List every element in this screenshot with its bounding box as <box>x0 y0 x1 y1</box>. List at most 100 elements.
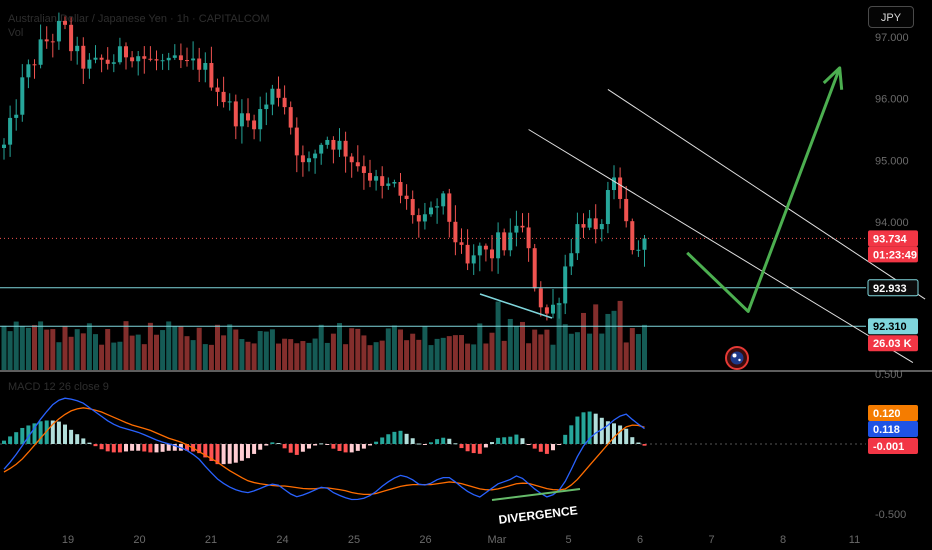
volume-bar <box>62 326 68 370</box>
macd-histogram-bar <box>618 425 623 444</box>
price-tag-bg <box>867 279 919 297</box>
candle <box>538 288 543 308</box>
price-tag-bg <box>868 438 918 454</box>
macd-histogram-bar <box>154 444 159 453</box>
volume-bar <box>532 329 538 370</box>
candle <box>459 242 464 245</box>
volume-bar <box>446 336 452 370</box>
volume-bar <box>38 321 44 370</box>
volume-bar <box>288 339 294 370</box>
volume-bar <box>568 333 574 370</box>
price-tag-bg <box>868 230 918 247</box>
volume-bar <box>513 326 519 370</box>
volume-bar <box>111 342 117 370</box>
volume-bar <box>361 335 367 370</box>
macd-histogram-bar <box>447 438 452 444</box>
volume-bar <box>379 340 385 370</box>
candle <box>563 266 568 304</box>
candle <box>26 64 31 78</box>
volume-bar <box>349 328 355 370</box>
macd-histogram-bar <box>69 429 74 444</box>
macd-histogram-bar <box>581 412 586 444</box>
candle <box>160 60 165 62</box>
volume-bar <box>465 343 471 370</box>
macd-histogram-bar <box>44 420 49 444</box>
volume-bar <box>422 326 428 370</box>
candle <box>38 39 43 65</box>
price-tick-label: 95.000 <box>875 155 909 167</box>
candle <box>69 24 74 52</box>
candle <box>166 57 171 61</box>
volume-bar <box>221 335 227 370</box>
volume-bar <box>99 344 105 370</box>
volume-bar <box>343 344 349 370</box>
candle <box>50 41 55 43</box>
volume-bar <box>245 341 251 370</box>
channel-line <box>607 88 926 300</box>
volume-bar <box>7 331 13 370</box>
macd-histogram-bar <box>264 444 269 446</box>
currency-button[interactable]: JPY <box>868 6 914 28</box>
macd-histogram-bar <box>50 420 55 444</box>
candle <box>44 39 49 42</box>
price-tags: 93.734 01:23:49 92.933 92.310 26.03 K 0.120 0.… <box>867 230 919 454</box>
volume-bar <box>605 313 611 370</box>
macd-histogram-bar <box>380 437 385 444</box>
volume-bar <box>263 331 269 370</box>
price-tag-level-92933: 92.933 <box>867 279 919 297</box>
candle <box>136 56 141 62</box>
candle <box>636 249 641 251</box>
volume-bar <box>459 335 464 370</box>
volume-bar <box>117 341 123 370</box>
macd-histogram-bar <box>331 444 336 449</box>
time-tick-label: 24 <box>276 534 288 546</box>
australia-flag-icon[interactable] <box>725 346 749 370</box>
candle <box>14 114 19 118</box>
volume-bar <box>440 337 446 370</box>
volume-bar <box>74 329 80 370</box>
macd-histogram-bar <box>630 437 635 444</box>
macd-histogram-bar <box>496 437 501 444</box>
volume-bar <box>19 326 25 370</box>
volume-bar <box>190 340 196 370</box>
volume-label: Vol <box>8 27 23 39</box>
macd-histogram-bar <box>81 438 86 444</box>
macd-histogram-bar <box>398 430 403 444</box>
price-tag-level-92310: 92.310 <box>868 318 918 335</box>
volume-bar <box>233 329 239 370</box>
volume-bar <box>105 329 111 370</box>
candle <box>130 57 135 62</box>
macd-histogram-bar <box>563 434 568 444</box>
candle <box>349 156 354 163</box>
candle <box>587 218 592 228</box>
macd-histogram-bar <box>75 434 80 444</box>
macd-histogram-bar <box>361 444 366 449</box>
macd-histogram-bar <box>215 444 220 465</box>
price-tag-label: 26.03 K <box>873 338 912 350</box>
candle <box>337 140 342 150</box>
candle <box>111 62 116 64</box>
macd-histogram-bar <box>514 434 519 444</box>
volume-bar <box>489 332 495 370</box>
volume-bar <box>1 325 7 370</box>
candle <box>532 248 537 289</box>
volume-bar <box>550 344 556 370</box>
volume-bar <box>587 333 593 370</box>
candle <box>2 144 6 148</box>
volume-bar <box>276 343 281 370</box>
volume-bar <box>282 338 288 370</box>
volume-bar <box>147 322 153 370</box>
candle <box>368 172 372 181</box>
volume-bar <box>574 332 580 370</box>
candle <box>355 162 360 167</box>
macd-histogram-bar <box>300 444 305 452</box>
volume-bar <box>477 323 483 370</box>
candle <box>227 101 232 103</box>
macd-histogram-bar <box>227 444 232 464</box>
macd-histogram-bar <box>532 444 537 449</box>
candle <box>422 214 427 222</box>
price-tag-bg <box>868 318 918 335</box>
candle <box>215 87 220 92</box>
macd-histogram-bar <box>490 442 494 444</box>
